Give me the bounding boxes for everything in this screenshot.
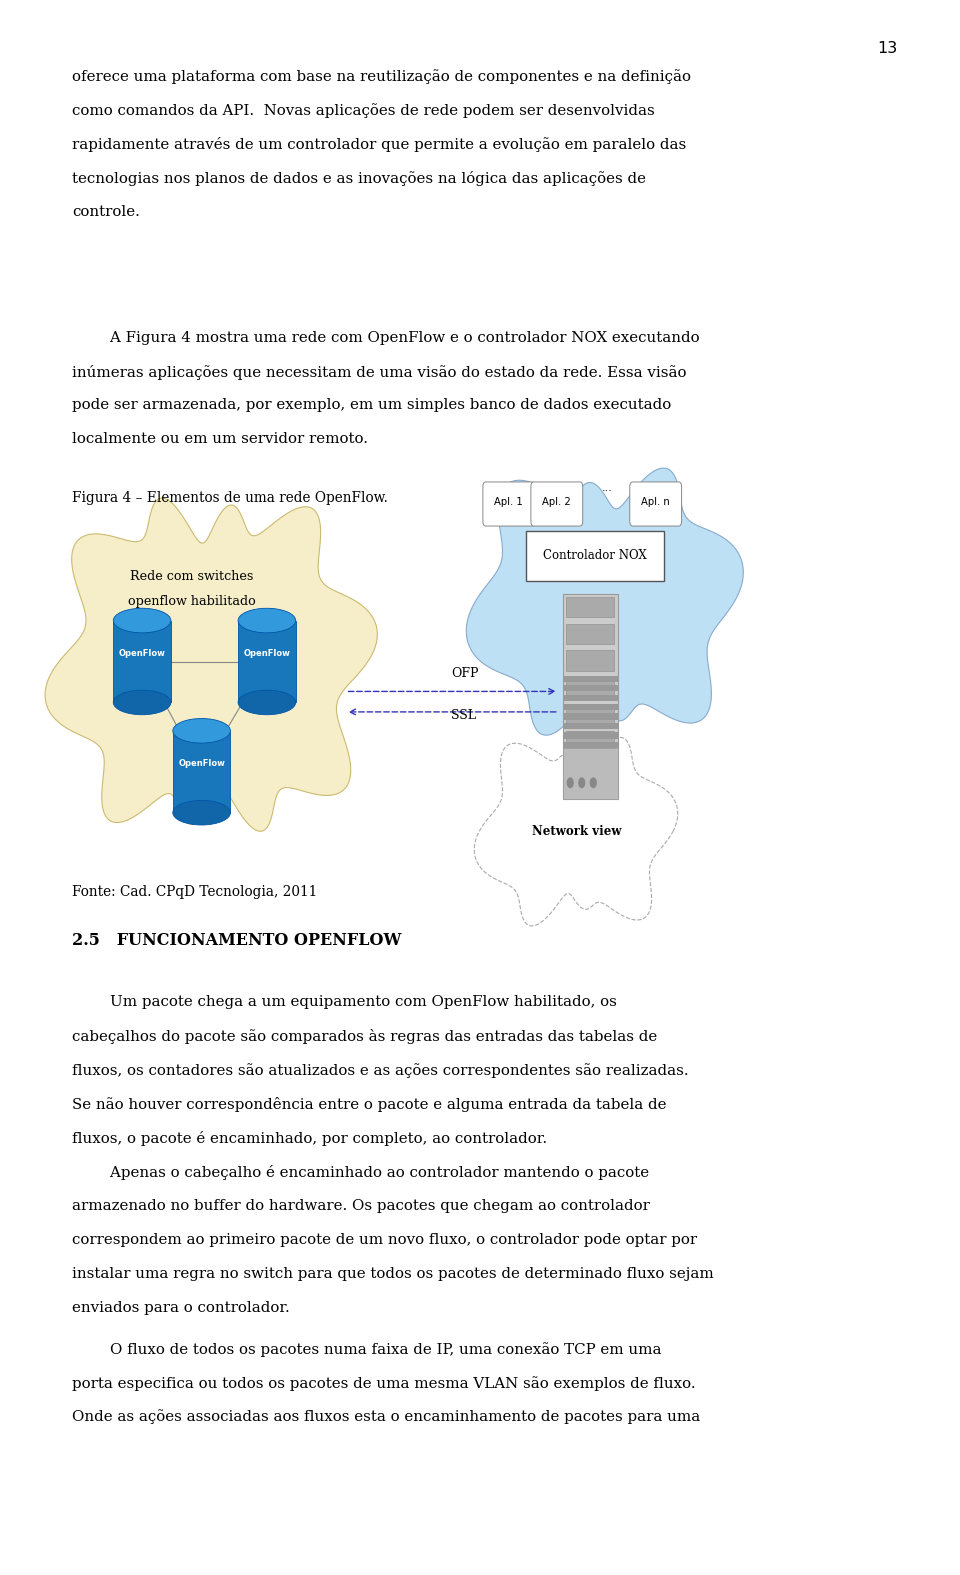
FancyBboxPatch shape: [563, 723, 618, 729]
Ellipse shape: [113, 608, 171, 633]
FancyBboxPatch shape: [566, 677, 614, 698]
FancyBboxPatch shape: [563, 704, 618, 710]
FancyBboxPatch shape: [630, 482, 682, 526]
FancyBboxPatch shape: [563, 713, 618, 720]
FancyBboxPatch shape: [563, 748, 618, 799]
Text: tecnologias nos planos de dados e as inovações na lógica das aplicações de: tecnologias nos planos de dados e as ino…: [72, 170, 646, 186]
Text: armazenado no buffer do hardware. Os pacotes que chegam ao controlador: armazenado no buffer do hardware. Os pac…: [72, 1200, 650, 1213]
Text: pode ser armazenada, por exemplo, em um simples banco de dados executado: pode ser armazenada, por exemplo, em um …: [72, 398, 671, 413]
Text: Figura 4 – Elementos de uma rede OpenFlow.: Figura 4 – Elementos de uma rede OpenFlo…: [72, 491, 388, 506]
Text: Apl. n: Apl. n: [641, 498, 670, 507]
Text: rapidamente através de um controlador que permite a evolução em paralelo das: rapidamente através de um controlador qu…: [72, 137, 686, 153]
Circle shape: [567, 778, 573, 788]
FancyBboxPatch shape: [563, 685, 618, 691]
Text: porta especifica ou todos os pacotes de uma mesma VLAN são exemplos de fluxo.: porta especifica ou todos os pacotes de …: [72, 1377, 696, 1391]
FancyBboxPatch shape: [566, 597, 614, 617]
FancyBboxPatch shape: [563, 695, 618, 701]
Text: Apl. 2: Apl. 2: [542, 498, 571, 507]
Text: 13: 13: [877, 41, 898, 57]
Text: A Figura 4 mostra uma rede com OpenFlow e o controlador NOX executando: A Figura 4 mostra uma rede com OpenFlow …: [72, 331, 700, 345]
Text: Rede com switches: Rede com switches: [131, 570, 253, 583]
Text: SSL: SSL: [451, 709, 476, 721]
FancyBboxPatch shape: [566, 731, 614, 751]
Text: inúmeras aplicações que necessitam de uma visão do estado da rede. Essa visão: inúmeras aplicações que necessitam de um…: [72, 364, 686, 380]
FancyBboxPatch shape: [173, 731, 230, 813]
Circle shape: [579, 778, 585, 788]
FancyBboxPatch shape: [483, 482, 535, 526]
Ellipse shape: [238, 608, 296, 633]
Polygon shape: [474, 737, 678, 926]
Text: Onde as ações associadas aos fluxos esta o encaminhamento de pacotes para uma: Onde as ações associadas aos fluxos esta…: [72, 1410, 700, 1424]
Text: cabeçalhos do pacote são comparados às regras das entradas das tabelas de: cabeçalhos do pacote são comparados às r…: [72, 1030, 658, 1044]
FancyBboxPatch shape: [563, 594, 618, 799]
FancyBboxPatch shape: [563, 676, 618, 682]
Text: Network view: Network view: [532, 825, 622, 838]
Text: OpenFlow: OpenFlow: [244, 649, 290, 658]
Text: localmente ou em um servidor remoto.: localmente ou em um servidor remoto.: [72, 432, 368, 446]
Text: Controlador NOX: Controlador NOX: [543, 550, 647, 562]
Text: ...: ...: [601, 484, 612, 493]
Text: como comandos da API.  Novas aplicações de rede podem ser desenvolvidas: como comandos da API. Novas aplicações d…: [72, 102, 655, 118]
FancyBboxPatch shape: [566, 704, 614, 724]
Text: correspondem ao primeiro pacote de um novo fluxo, o controlador pode optar por: correspondem ao primeiro pacote de um no…: [72, 1233, 697, 1247]
Polygon shape: [45, 498, 377, 832]
Text: Se não houver correspondência entre o pacote e alguma entrada da tabela de: Se não houver correspondência entre o pa…: [72, 1098, 666, 1112]
Text: controle.: controle.: [72, 205, 140, 219]
Text: OpenFlow: OpenFlow: [179, 759, 225, 769]
Text: OFP: OFP: [451, 668, 479, 680]
FancyBboxPatch shape: [531, 482, 583, 526]
Text: enviados para o controlador.: enviados para o controlador.: [72, 1301, 290, 1315]
Text: fluxos, o pacote é encaminhado, por completo, ao controlador.: fluxos, o pacote é encaminhado, por comp…: [72, 1131, 547, 1147]
Text: 2.5   FUNCIONAMENTO OPENFLOW: 2.5 FUNCIONAMENTO OPENFLOW: [72, 932, 401, 950]
Circle shape: [590, 778, 596, 788]
Text: openflow habilitado: openflow habilitado: [128, 595, 256, 608]
FancyBboxPatch shape: [563, 742, 618, 748]
Ellipse shape: [113, 690, 171, 715]
FancyBboxPatch shape: [563, 732, 618, 739]
Text: OpenFlow: OpenFlow: [119, 649, 165, 658]
Text: O fluxo de todos os pacotes numa faixa de IP, uma conexão TCP em uma: O fluxo de todos os pacotes numa faixa d…: [72, 1342, 661, 1356]
Text: Fonte: Cad. CPqD Tecnologia, 2011: Fonte: Cad. CPqD Tecnologia, 2011: [72, 885, 317, 899]
FancyBboxPatch shape: [238, 621, 296, 702]
Text: Um pacote chega a um equipamento com OpenFlow habilitado, os: Um pacote chega a um equipamento com Ope…: [72, 995, 617, 1010]
FancyBboxPatch shape: [526, 531, 664, 581]
Text: oferece uma plataforma com base na reutilização de componentes e na definição: oferece uma plataforma com base na reuti…: [72, 69, 691, 83]
Polygon shape: [467, 468, 743, 736]
Ellipse shape: [238, 690, 296, 715]
Text: Apenas o cabeçalho é encaminhado ao controlador mantendo o pacote: Apenas o cabeçalho é encaminhado ao cont…: [72, 1166, 649, 1181]
Text: instalar uma regra no switch para que todos os pacotes de determinado fluxo seja: instalar uma regra no switch para que to…: [72, 1266, 713, 1280]
Ellipse shape: [173, 718, 230, 743]
FancyBboxPatch shape: [566, 650, 614, 671]
Ellipse shape: [173, 800, 230, 825]
FancyBboxPatch shape: [113, 621, 171, 702]
Text: Apl. 1: Apl. 1: [494, 498, 523, 507]
FancyBboxPatch shape: [566, 624, 614, 644]
Text: fluxos, os contadores são atualizados e as ações correspondentes são realizadas.: fluxos, os contadores são atualizados e …: [72, 1063, 688, 1077]
